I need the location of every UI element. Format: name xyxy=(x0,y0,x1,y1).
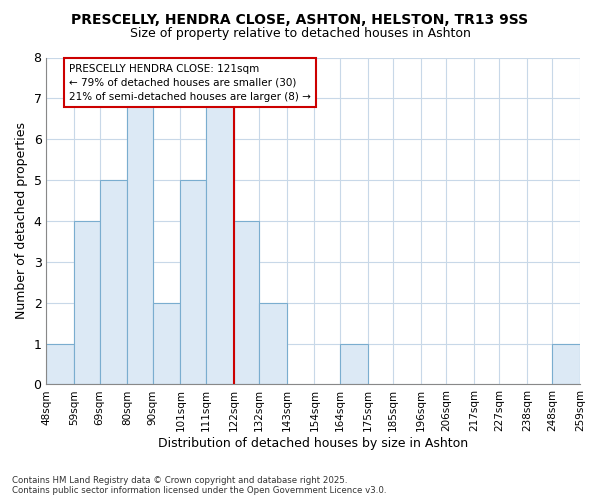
Bar xyxy=(100,180,127,384)
Bar xyxy=(74,221,100,384)
X-axis label: Distribution of detached houses by size in Ashton: Distribution of detached houses by size … xyxy=(158,437,468,450)
Bar xyxy=(206,98,233,385)
Bar xyxy=(340,344,368,384)
Text: PRESCELLY HENDRA CLOSE: 121sqm
← 79% of detached houses are smaller (30)
21% of : PRESCELLY HENDRA CLOSE: 121sqm ← 79% of … xyxy=(69,64,311,102)
Text: Size of property relative to detached houses in Ashton: Size of property relative to detached ho… xyxy=(130,28,470,40)
Bar xyxy=(152,302,181,384)
Bar xyxy=(127,98,152,385)
Bar xyxy=(259,302,287,384)
Text: Contains HM Land Registry data © Crown copyright and database right 2025.
Contai: Contains HM Land Registry data © Crown c… xyxy=(12,476,386,495)
Text: PRESCELLY, HENDRA CLOSE, ASHTON, HELSTON, TR13 9SS: PRESCELLY, HENDRA CLOSE, ASHTON, HELSTON… xyxy=(71,12,529,26)
Bar xyxy=(46,344,74,384)
Bar xyxy=(233,221,259,384)
Bar xyxy=(181,180,206,384)
Y-axis label: Number of detached properties: Number of detached properties xyxy=(15,122,28,320)
Bar xyxy=(552,344,580,384)
